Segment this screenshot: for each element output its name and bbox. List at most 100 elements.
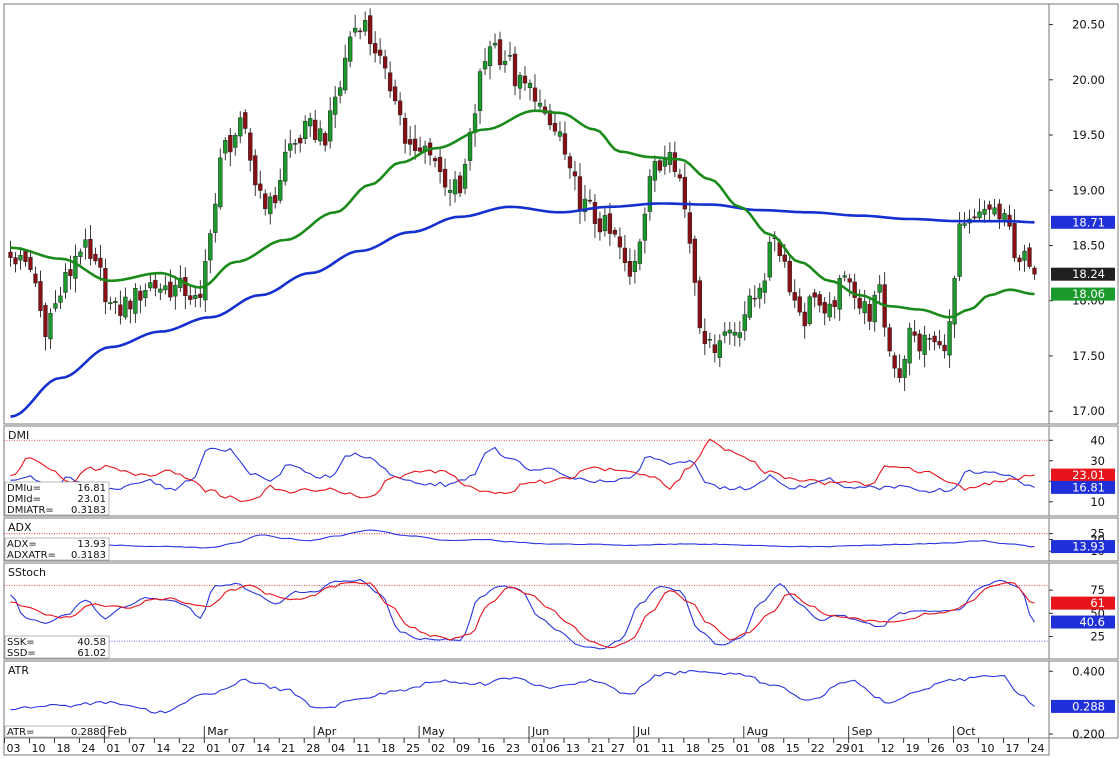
y-tick-label: 19.50 [1072, 128, 1105, 142]
day-label: 11 [356, 742, 370, 755]
legend-box: ATR= 0.2880 [4, 725, 110, 738]
candle-body-down [198, 293, 203, 298]
candle [397, 92, 403, 126]
candle [348, 31, 353, 68]
candle [852, 273, 857, 310]
candle-body-up [487, 46, 493, 66]
candle-body-up [957, 223, 962, 277]
candle-body-down [118, 304, 123, 316]
candle [897, 354, 902, 383]
candle [892, 352, 897, 378]
ma-short-line [10, 109, 1035, 319]
candle [93, 247, 98, 265]
candle [747, 288, 752, 321]
candle [392, 79, 398, 105]
candle [73, 244, 78, 293]
candle-body-up [63, 272, 68, 293]
candle [797, 288, 802, 316]
candle-body-up [163, 285, 168, 291]
candle-body-up [278, 180, 283, 201]
candle-body-down [497, 39, 503, 66]
candle [502, 50, 508, 73]
day-label: 01 [851, 742, 865, 755]
candle [947, 309, 952, 368]
candle-body-up [907, 327, 912, 364]
candle [328, 97, 333, 149]
candle [737, 321, 742, 347]
y-tick-label: 20.50 [1072, 18, 1105, 32]
candle-body-down [912, 331, 917, 336]
panel-title: ADX [8, 521, 32, 534]
candle-body-up [902, 358, 907, 378]
candle-body-down [622, 247, 628, 263]
day-label: 03 [956, 742, 970, 755]
candle [128, 298, 133, 324]
panel-title: SStoch [8, 566, 46, 579]
candle-body-up [1022, 250, 1027, 261]
candle-body-down [567, 156, 573, 169]
last-value-tag-bg [1051, 480, 1115, 494]
candle-body-up [837, 278, 842, 310]
candle-body-up [58, 295, 63, 303]
last-value-tag: 61 [1090, 596, 1105, 610]
candle-body-up [338, 87, 343, 96]
candle [1012, 209, 1017, 262]
candle [997, 199, 1002, 230]
legend-value: 40.58 [77, 637, 106, 648]
legend-value: 0.2880 [71, 727, 106, 738]
candle [812, 288, 817, 308]
candle [567, 152, 573, 179]
candle-body-up [862, 301, 867, 314]
series-ssd-line [10, 581, 1035, 649]
candle-body-down [682, 176, 687, 210]
candle [303, 115, 308, 145]
candle [982, 200, 987, 224]
day-label: 24 [1031, 742, 1045, 755]
candle-body-down [372, 43, 378, 54]
candle [857, 289, 862, 315]
candle-body-up [742, 314, 747, 331]
y-tick-label: 0.400 [1072, 664, 1105, 678]
candle-body-down [248, 132, 253, 161]
candle [163, 275, 168, 295]
candle-body-down [792, 292, 797, 301]
candle [118, 290, 123, 325]
candle-body-up [827, 303, 832, 318]
value-axis-frame [1048, 3, 1119, 425]
candle-body-down [942, 344, 947, 352]
day-label: 22 [181, 742, 195, 755]
candle-body-down [88, 239, 93, 259]
candle-body-down [692, 238, 697, 283]
month-label: Oct [957, 725, 977, 738]
candle [452, 171, 458, 203]
legend-frame [4, 481, 110, 516]
value-axis-frame [1048, 562, 1119, 660]
value-axis-frame [1048, 660, 1119, 739]
candle [712, 334, 717, 363]
y-tick-label: 40 [1090, 433, 1105, 447]
candle [1032, 265, 1037, 280]
candle-body-down [228, 135, 233, 153]
candle-body-down [68, 269, 73, 277]
day-label: 17 [1006, 742, 1020, 755]
candle [188, 285, 193, 305]
candle [442, 158, 448, 196]
candle-body-down [997, 203, 1002, 220]
candle [912, 319, 917, 343]
candle-body-up [53, 303, 58, 309]
candle-body-up [48, 313, 53, 340]
month-label: Apr [317, 725, 337, 738]
candle [338, 80, 343, 104]
candle-body-up [178, 277, 183, 288]
panel-4: 0.200 0.400 ATR ATR= 0.2880 0.288 [3, 660, 1119, 741]
candle-body-up [477, 71, 483, 111]
panel-title: DMI [8, 429, 29, 442]
candle-body-down [522, 75, 528, 84]
candle [697, 276, 702, 334]
panel-frame [3, 562, 1050, 660]
candle [457, 171, 463, 198]
last-value-tag-bg [1051, 468, 1115, 482]
candle-body-up [807, 296, 812, 324]
candle-body-up [328, 110, 333, 142]
candle [582, 184, 588, 222]
